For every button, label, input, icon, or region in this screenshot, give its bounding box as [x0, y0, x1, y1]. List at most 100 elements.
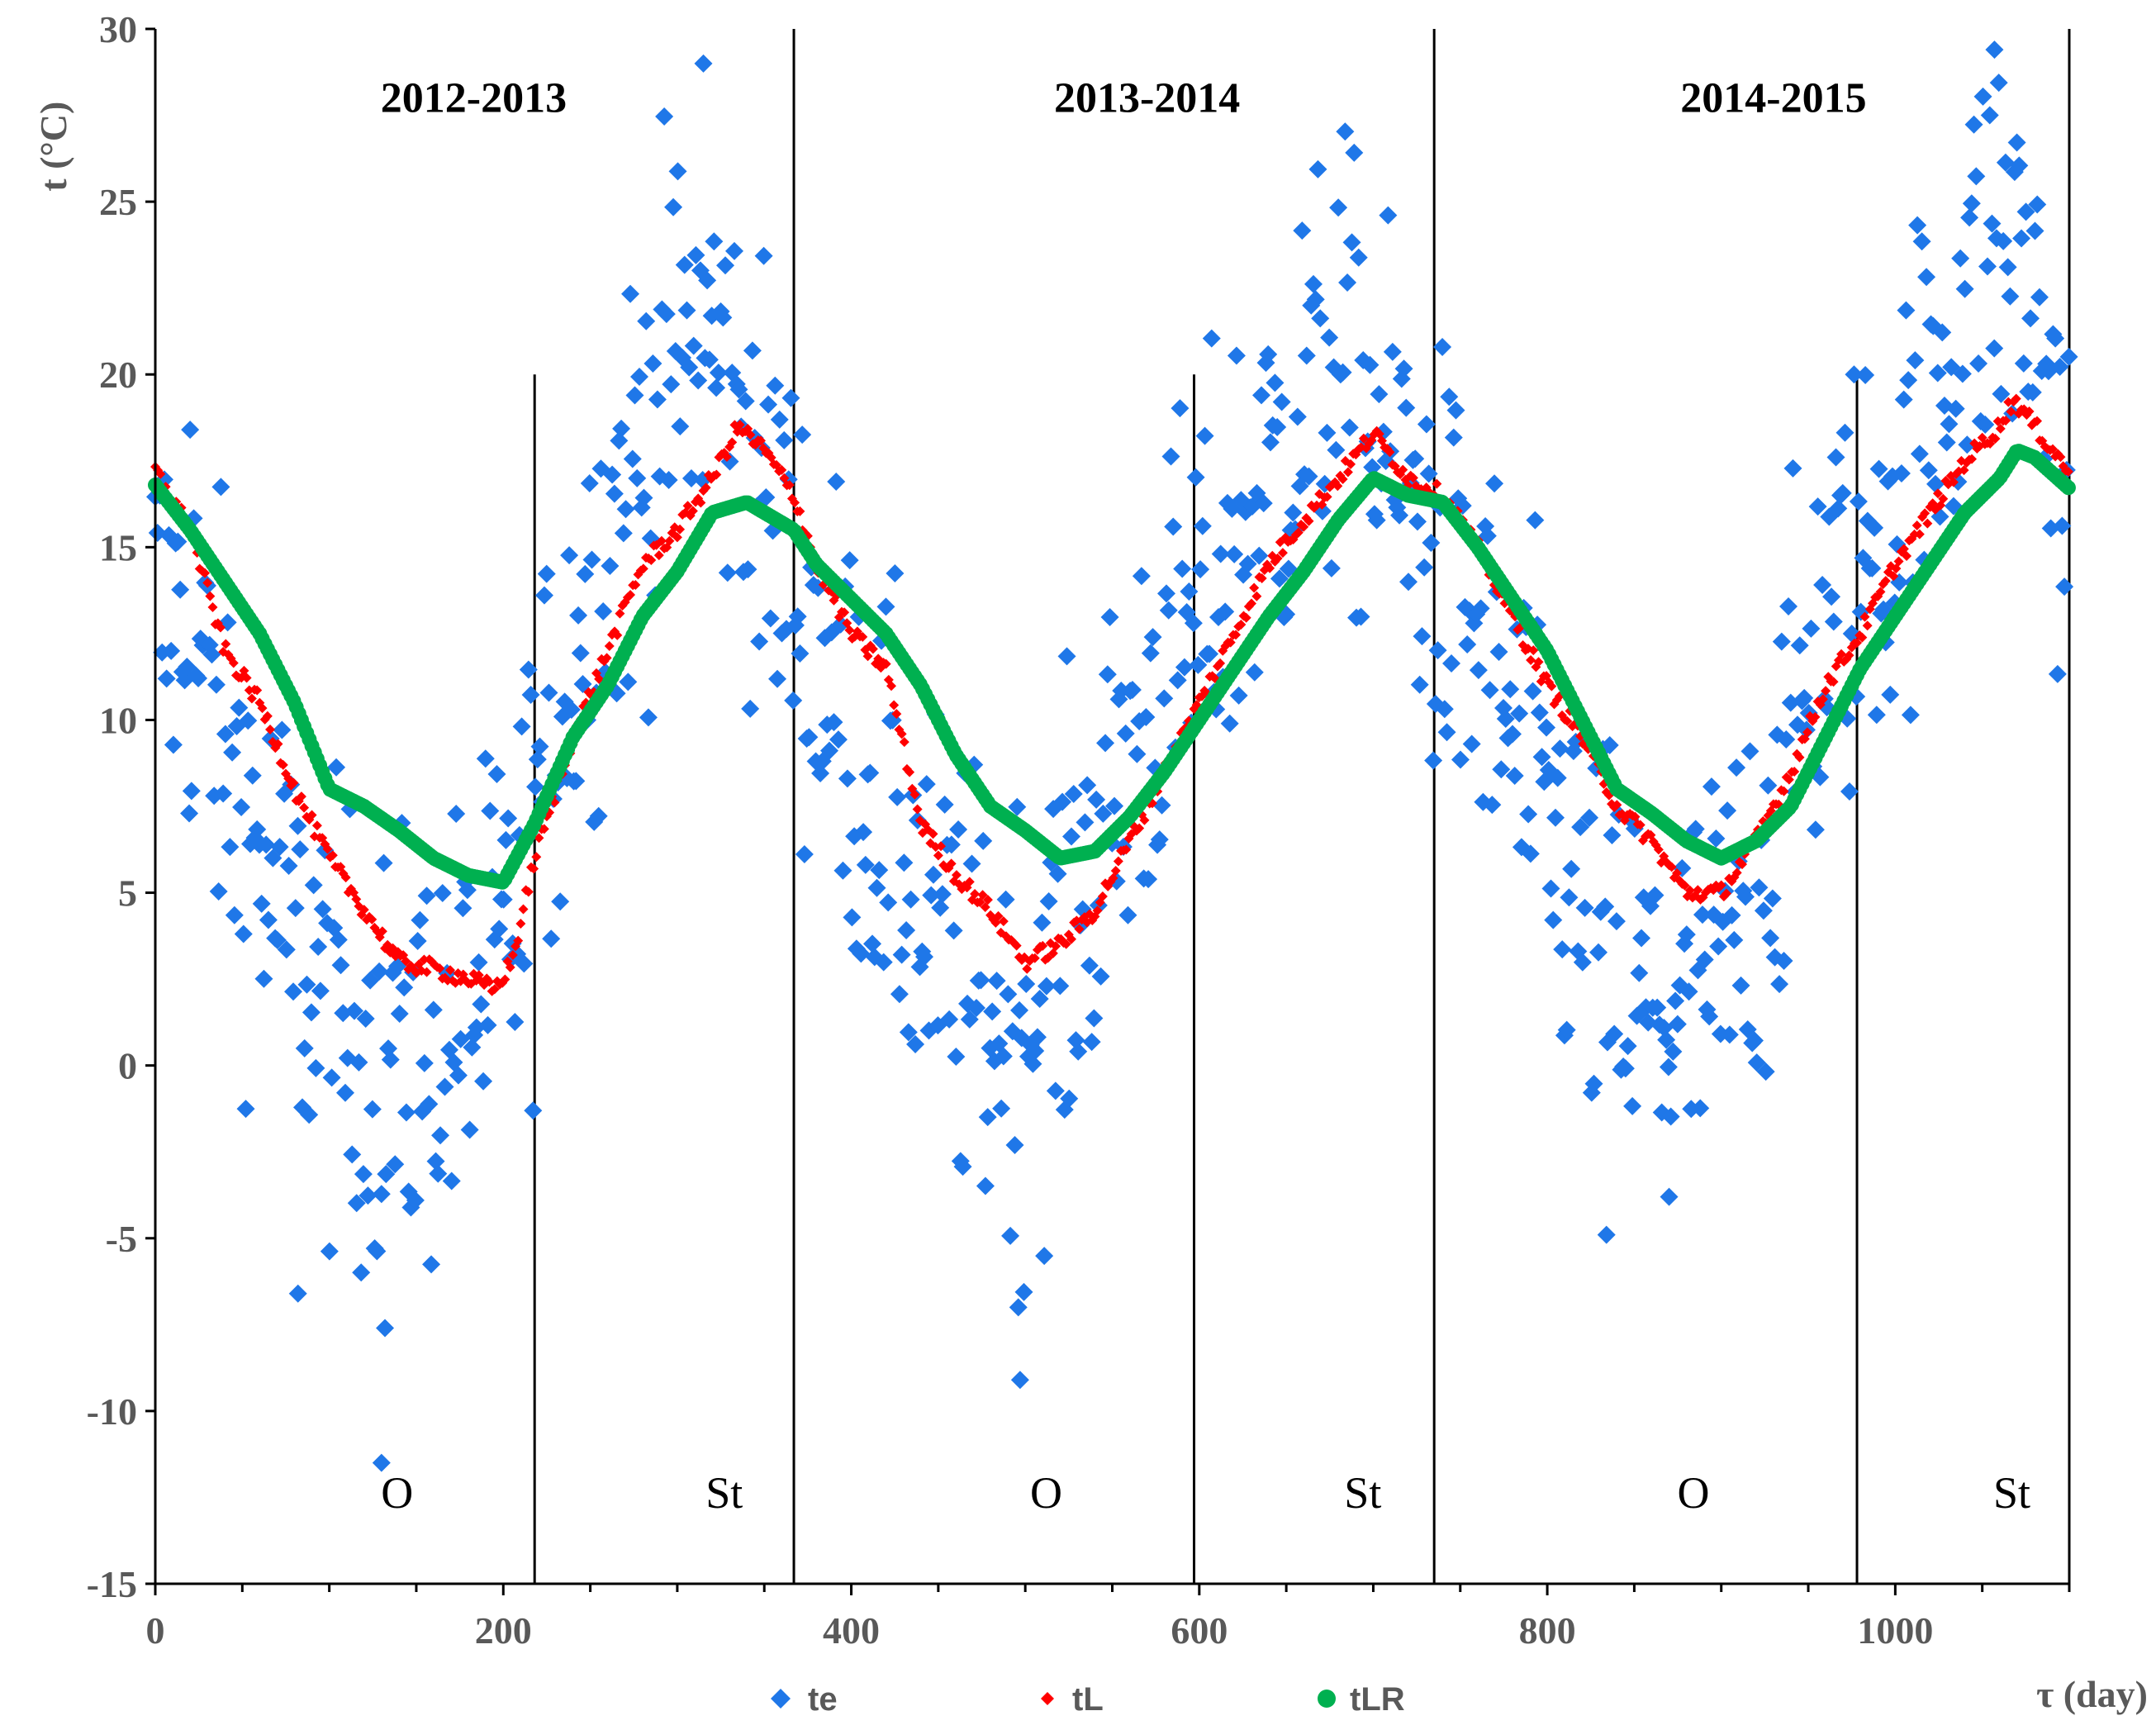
te-point: [1702, 777, 1721, 796]
tL-point: [1408, 473, 1418, 483]
te-point: [474, 1072, 493, 1091]
te-point: [1259, 345, 1278, 364]
te-point: [895, 853, 914, 872]
te-point: [1220, 714, 1239, 733]
te-point: [304, 876, 323, 895]
te-point: [202, 645, 221, 664]
te-point: [1399, 573, 1418, 592]
legend-tL-marker: [1041, 1692, 1054, 1705]
tL-point: [1265, 563, 1275, 573]
tL-point: [1612, 800, 1622, 810]
te-point: [659, 471, 678, 490]
te-point: [978, 1108, 997, 1127]
te-point: [671, 417, 690, 436]
tL-point: [638, 563, 648, 574]
te-point: [1238, 554, 1257, 573]
te-point: [1415, 558, 1434, 577]
te-point: [1100, 607, 1119, 626]
te-point: [1677, 925, 1696, 944]
tL-point: [265, 725, 276, 735]
tL-point: [687, 506, 698, 516]
te-point: [1754, 901, 1773, 920]
tL-point: [1562, 715, 1573, 726]
te-point: [1772, 632, 1791, 651]
tL-point: [594, 673, 605, 684]
te-point: [1657, 1030, 1676, 1049]
te-point: [1098, 665, 1117, 684]
te-point: [476, 749, 495, 768]
te-point: [1996, 153, 2015, 172]
te-point: [279, 857, 298, 876]
tL-point: [322, 844, 333, 854]
te-point: [1967, 167, 1986, 186]
tL-point: [675, 524, 686, 535]
te-point: [472, 995, 491, 1014]
te-point: [1345, 143, 1364, 162]
tL-point: [1038, 940, 1048, 951]
te-point: [1869, 459, 1888, 478]
te-point: [1338, 273, 1357, 292]
te-point: [311, 981, 330, 1000]
tL-point: [1533, 657, 1544, 668]
te-point: [2055, 577, 2074, 596]
te-point: [1272, 392, 1291, 411]
te-point: [1700, 1007, 1719, 1026]
tL-point: [672, 532, 682, 543]
te-point: [1266, 373, 1285, 392]
te-point: [1424, 751, 1443, 770]
te-point: [1781, 693, 1800, 712]
te-point: [1541, 879, 1560, 898]
te-point: [603, 465, 622, 484]
te-point: [1835, 423, 1854, 442]
te-point: [983, 1002, 1002, 1021]
te-point: [2001, 287, 2020, 306]
tL-point: [656, 535, 667, 546]
te-point: [426, 1152, 445, 1171]
te-point: [1171, 399, 1190, 418]
te-point: [788, 607, 807, 626]
te-point: [800, 728, 819, 747]
season-phase-labels: 2012-2013 2013-2014 2014-2015 O St O St O St: [381, 74, 2030, 1518]
tL-point: [1967, 454, 1978, 464]
te-point: [1919, 461, 1938, 480]
te-point: [1469, 661, 1488, 680]
te-point: [2048, 664, 2067, 683]
te-point: [530, 737, 549, 756]
te-point: [1379, 206, 1398, 225]
tL-point: [306, 810, 317, 820]
te-point: [1200, 644, 1219, 663]
te-point: [1618, 1037, 1637, 1056]
te-point: [454, 899, 473, 918]
te-point: [870, 861, 889, 880]
tL-point: [1828, 677, 1839, 687]
te-point: [2050, 358, 2069, 377]
te-point: [447, 805, 466, 824]
te-point: [560, 546, 579, 565]
te-point: [422, 1255, 441, 1274]
te-point: [1969, 354, 1988, 373]
te-point: [1252, 386, 1271, 405]
te-point: [1912, 232, 1931, 251]
te-point: [757, 487, 776, 506]
te-point: [1437, 723, 1456, 742]
te-point: [288, 1284, 307, 1303]
season-label: 2014-2015: [1680, 74, 1866, 121]
te-point: [960, 1010, 979, 1029]
te-point: [1091, 967, 1110, 986]
te-point: [1268, 418, 1287, 437]
te-point: [1849, 492, 1868, 511]
tL-point: [1778, 786, 1789, 796]
te-point: [1440, 387, 1459, 406]
te-point: [1351, 607, 1370, 626]
te-point: [506, 1013, 525, 1032]
tL-point: [1672, 867, 1683, 878]
te-point: [1458, 635, 1477, 654]
tL-point: [1398, 464, 1408, 475]
tL-point: [756, 435, 767, 446]
te-point: [417, 886, 436, 905]
te-point: [1193, 516, 1212, 535]
te-point: [1026, 1041, 1045, 1060]
te-point: [356, 1010, 375, 1029]
tL-point: [155, 468, 166, 479]
te-point: [1195, 426, 1214, 445]
